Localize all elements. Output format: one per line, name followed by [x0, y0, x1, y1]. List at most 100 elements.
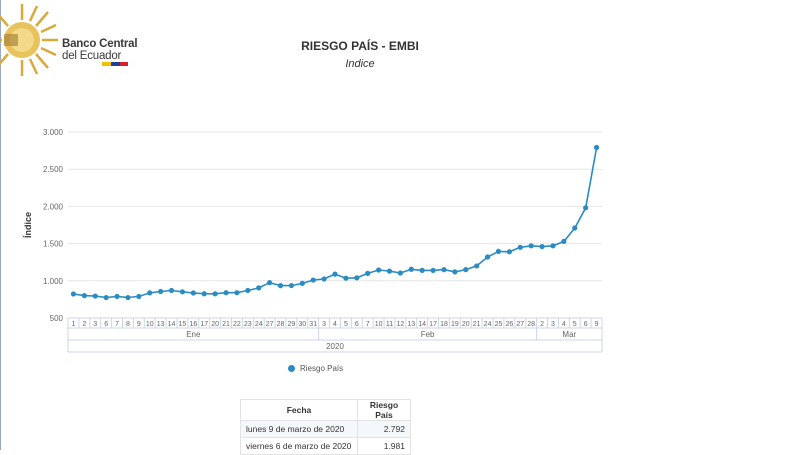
- chart-legend[interactable]: Riesgo País: [288, 364, 343, 373]
- data-point[interactable]: [277, 283, 284, 289]
- data-point[interactable]: [299, 280, 305, 287]
- data-point[interactable]: [212, 291, 218, 297]
- data-point[interactable]: [158, 288, 164, 295]
- x-tick-label-day: 24: [484, 321, 492, 328]
- y-tick-label: 2.500: [43, 165, 64, 174]
- data-point[interactable]: [430, 267, 436, 273]
- x-tick-label-day: 14: [168, 321, 176, 328]
- x-tick-label-day: 20: [211, 321, 219, 328]
- data-point[interactable]: [92, 293, 98, 299]
- x-month-label: Ene: [186, 330, 201, 339]
- data-point[interactable]: [190, 290, 196, 296]
- x-tick-label-day: 25: [495, 321, 503, 328]
- data-point[interactable]: [81, 293, 87, 299]
- x-tick-label-day: 10: [375, 321, 383, 328]
- data-point[interactable]: [201, 291, 207, 297]
- data-point[interactable]: [397, 270, 403, 276]
- data-point[interactable]: [463, 267, 469, 273]
- x-tick-label-day: 28: [527, 321, 535, 328]
- table-cell-date: viernes 6 de marzo de 2020: [240, 437, 358, 455]
- data-point[interactable]: [495, 248, 502, 255]
- data-point[interactable]: [386, 268, 393, 274]
- x-tick-label-day: 26: [505, 321, 513, 328]
- x-tick-label-day: 3: [551, 321, 555, 328]
- x-tick-label-day: 4: [562, 321, 566, 328]
- x-tick-label-day: 10: [146, 321, 154, 328]
- data-point[interactable]: [441, 267, 447, 273]
- table-cell-date: lunes 9 de marzo de 2020: [240, 420, 358, 438]
- data-point[interactable]: [179, 289, 186, 295]
- x-month-label: Mar: [562, 330, 576, 339]
- data-point[interactable]: [125, 294, 131, 301]
- data-point[interactable]: [474, 263, 480, 269]
- data-point[interactable]: [234, 290, 240, 296]
- logo-name-line2: del Ecuador: [62, 50, 122, 62]
- page-left-rule: [0, 0, 1, 450]
- x-month-label: Feb: [421, 330, 435, 339]
- data-point[interactable]: [267, 280, 273, 286]
- data-point[interactable]: [484, 254, 491, 260]
- x-tick-label-day: 27: [266, 321, 274, 328]
- data-point[interactable]: [408, 266, 414, 272]
- data-point[interactable]: [332, 271, 338, 277]
- data-point[interactable]: [452, 269, 458, 275]
- x-tick-label-day: 23: [244, 321, 252, 328]
- x-tick-label-day: 13: [407, 321, 415, 328]
- table-header-riesgo-pais: Riesgo País: [357, 399, 411, 421]
- x-tick-label-day: 7: [115, 321, 119, 328]
- x-tick-label-day: 12: [396, 321, 404, 328]
- data-point[interactable]: [365, 270, 371, 276]
- data-point[interactable]: [223, 290, 229, 296]
- data-point[interactable]: [310, 277, 316, 283]
- table-header-row: Fecha Riesgo País: [240, 399, 411, 421]
- data-point[interactable]: [321, 276, 327, 282]
- table-header-fecha: Fecha: [240, 399, 358, 421]
- data-point[interactable]: [419, 267, 425, 273]
- x-tick-label-day: 3: [93, 321, 97, 328]
- data-point[interactable]: [245, 287, 251, 294]
- y-tick-label: 1.000: [43, 277, 64, 286]
- data-point[interactable]: [136, 293, 142, 300]
- data-point[interactable]: [354, 275, 360, 281]
- legend-label: Riesgo País: [300, 364, 344, 373]
- data-point[interactable]: [375, 267, 382, 273]
- y-tick-label: 1.500: [43, 240, 64, 249]
- table-row: viernes 6 de marzo de 2020 1.981: [240, 437, 411, 455]
- x-tick-label-day: 6: [584, 321, 588, 328]
- x-tick-label-day: 16: [189, 321, 197, 328]
- x-tick-label-day: 7: [366, 321, 370, 328]
- data-point[interactable]: [528, 243, 534, 249]
- data-point[interactable]: [256, 285, 262, 291]
- data-point[interactable]: [539, 243, 545, 250]
- data-point[interactable]: [147, 290, 153, 296]
- data-point[interactable]: [70, 291, 77, 297]
- data-point[interactable]: [517, 244, 523, 250]
- data-point[interactable]: [583, 205, 589, 211]
- data-point[interactable]: [561, 238, 567, 244]
- data-point[interactable]: [506, 249, 512, 255]
- x-tick-label-day: 13: [157, 321, 165, 328]
- y-tick-label: 3.000: [43, 128, 64, 137]
- x-tick-label-day: 21: [473, 321, 481, 328]
- x-tick-label-day: 18: [440, 321, 448, 328]
- x-tick-label-day: 29: [288, 321, 296, 328]
- data-point[interactable]: [288, 282, 295, 289]
- x-tick-label-day: 14: [418, 321, 426, 328]
- data-point[interactable]: [343, 275, 349, 281]
- x-tick-label-day: 9: [595, 321, 599, 328]
- data-point[interactable]: [114, 293, 120, 300]
- y-axis-label: Índice: [23, 212, 33, 238]
- x-tick-label-day: 30: [298, 321, 306, 328]
- x-tick-label-day: 28: [277, 321, 285, 328]
- data-point[interactable]: [168, 287, 175, 294]
- x-tick-label-day: 21: [222, 321, 230, 328]
- data-point[interactable]: [593, 144, 600, 151]
- x-tick-label-day: 6: [355, 321, 359, 328]
- chart-title: RIESGO PAÍS - EMBI: [301, 39, 419, 53]
- data-point[interactable]: [550, 243, 556, 249]
- data-point[interactable]: [103, 294, 109, 301]
- table-cell-value: 1.981: [357, 437, 411, 455]
- x-tick-label-day: 20: [462, 321, 470, 328]
- x-tick-label-day: 19: [451, 321, 459, 328]
- data-point[interactable]: [572, 225, 578, 231]
